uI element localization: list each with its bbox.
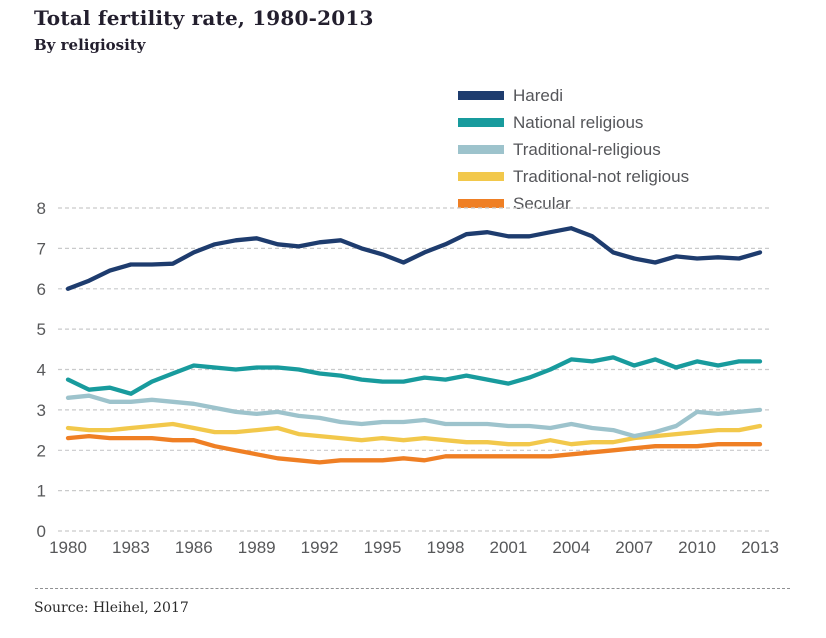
- chart-subtitle: By religiosity: [34, 36, 146, 54]
- x-tick-label: 1995: [364, 538, 402, 557]
- x-tick-label: 1998: [427, 538, 465, 557]
- series-line-traditional-religious: [65, 393, 763, 439]
- y-tick-label: 0: [37, 522, 46, 541]
- legend-swatch-national-religious: [458, 118, 504, 127]
- y-tick-label: 4: [37, 361, 46, 380]
- x-tick-label: 2004: [552, 538, 590, 557]
- legend-swatch-haredi: [458, 91, 504, 100]
- legend: Haredi National religious Traditional-reli…: [458, 82, 689, 217]
- footer-divider: [35, 588, 790, 589]
- y-tick-label: 7: [37, 239, 46, 258]
- legend-item-traditional-religious: Traditional-religious: [458, 136, 689, 163]
- y-tick-label: 1: [37, 482, 46, 501]
- series-line-traditional-not-religious: [65, 421, 763, 447]
- y-tick-label: 8: [37, 199, 46, 218]
- chart-title: Total fertility rate, 1980-2013: [34, 6, 374, 30]
- series-line-secular: [65, 433, 763, 465]
- x-tick-label: 1986: [175, 538, 213, 557]
- series-line-haredi: [65, 226, 763, 291]
- x-tick-label: 1980: [49, 538, 87, 557]
- y-tick-label: 6: [37, 280, 46, 299]
- y-tick-label: 2: [37, 441, 46, 460]
- x-tick-label: 1983: [112, 538, 150, 557]
- x-tick-label: 2010: [678, 538, 716, 557]
- legend-swatch-traditional-religious: [458, 145, 504, 154]
- legend-swatch-secular: [458, 199, 504, 208]
- legend-item-national-religious: National religious: [458, 109, 689, 136]
- y-tick-label: 3: [37, 401, 46, 420]
- source-note: Source: Hleihel, 2017: [34, 600, 189, 616]
- legend-item-traditional-not-religious: Traditional-not religious: [458, 163, 689, 190]
- x-tick-label: 1989: [238, 538, 276, 557]
- x-tick-label: 2013: [741, 538, 779, 557]
- legend-label: Traditional-religious: [513, 139, 661, 159]
- series-line-national-religious: [65, 355, 763, 396]
- x-tick-label: 2001: [489, 538, 527, 557]
- legend-swatch-traditional-not-religious: [458, 172, 504, 181]
- legend-label: National religious: [513, 112, 644, 132]
- legend-item-haredi: Haredi: [458, 82, 689, 109]
- x-tick-label: 2007: [615, 538, 653, 557]
- y-tick-label: 5: [37, 320, 46, 339]
- legend-label: Haredi: [513, 85, 564, 105]
- legend-label: Traditional-not religious: [513, 166, 690, 186]
- x-tick-label: 1992: [301, 538, 339, 557]
